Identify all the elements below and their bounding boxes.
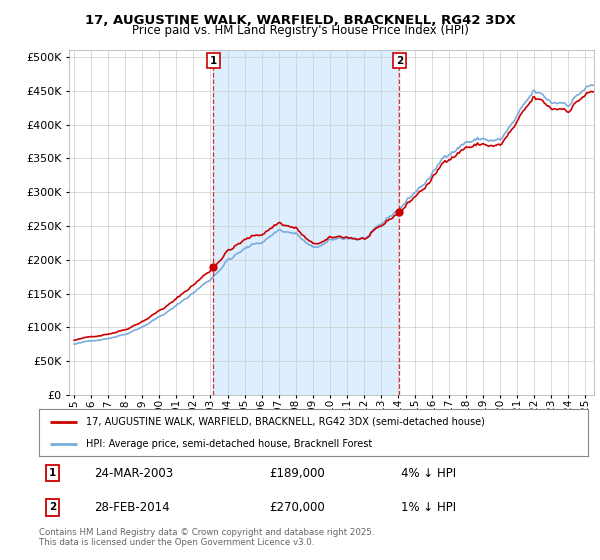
Text: £189,000: £189,000	[269, 467, 325, 480]
Text: 28-FEB-2014: 28-FEB-2014	[94, 501, 170, 514]
Text: 4% ↓ HPI: 4% ↓ HPI	[401, 467, 457, 480]
Text: 2: 2	[49, 502, 56, 512]
Text: 17, AUGUSTINE WALK, WARFIELD, BRACKNELL, RG42 3DX (semi-detached house): 17, AUGUSTINE WALK, WARFIELD, BRACKNELL,…	[86, 417, 485, 427]
Bar	[214, 50, 400, 395]
Text: 1: 1	[209, 55, 217, 66]
Text: HPI: Average price, semi-detached house, Bracknell Forest: HPI: Average price, semi-detached house,…	[86, 438, 372, 449]
Text: 17, AUGUSTINE WALK, WARFIELD, BRACKNELL, RG42 3DX: 17, AUGUSTINE WALK, WARFIELD, BRACKNELL,…	[85, 14, 515, 27]
Text: Price paid vs. HM Land Registry's House Price Index (HPI): Price paid vs. HM Land Registry's House …	[131, 24, 469, 37]
Text: £270,000: £270,000	[269, 501, 325, 514]
Text: 24-MAR-2003: 24-MAR-2003	[94, 467, 173, 480]
Text: Contains HM Land Registry data © Crown copyright and database right 2025.
This d: Contains HM Land Registry data © Crown c…	[39, 528, 374, 547]
Text: 2: 2	[396, 55, 403, 66]
Text: 1% ↓ HPI: 1% ↓ HPI	[401, 501, 457, 514]
Text: 1: 1	[49, 468, 56, 478]
